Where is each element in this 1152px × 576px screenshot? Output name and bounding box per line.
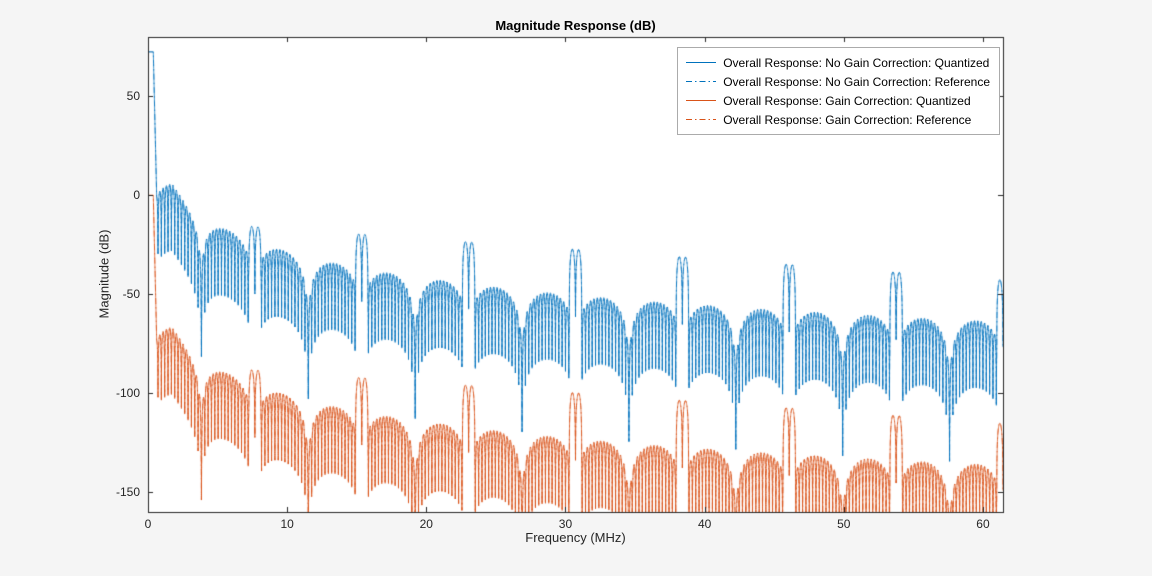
x-tick-label: 10 [280,517,294,531]
x-tick-label: 50 [837,517,851,531]
x-tick-label: 30 [558,517,573,531]
x-tick-label: 0 [144,517,152,531]
x-axis-label: Frequency (MHz) [525,530,626,545]
legend-line-sample-solid [686,99,717,102]
y-axis-label: Magnitude (dB) [96,229,112,319]
legend-item-label: Overall Response: No Gain Correction: Re… [723,74,990,89]
legend-item: Overall Response: Gain Correction: Refer… [686,110,990,129]
legend[interactable]: Overall Response: No Gain Correction: Qu… [677,47,1000,135]
y-tick-label: 50 [126,89,140,104]
legend-item-label: Overall Response: Gain Correction: Refer… [723,112,972,127]
legend-item: Overall Response: Gain Correction: Quant… [686,91,990,110]
legend-line-sample-dash-dot [686,80,717,83]
legend-item: Overall Response: No Gain Correction: Re… [686,72,990,91]
legend-item: Overall Response: No Gain Correction: Qu… [686,53,990,72]
legend-item-label: Overall Response: No Gain Correction: Qu… [723,55,990,70]
x-tick-label: 60 [976,517,990,531]
legend-item-label: Overall Response: Gain Correction: Quant… [723,93,971,108]
y-tick-label: 0 [133,188,140,203]
x-tick-label: 40 [697,517,712,531]
x-tick-label: 20 [419,517,433,531]
legend-line-sample-solid [686,61,717,64]
legend-line-sample-dash-dot [686,118,717,121]
y-tick-label: -50 [122,287,140,302]
plot-title: Magnitude Response (dB) [495,18,656,33]
y-tick-label: -150 [115,485,140,500]
y-tick-label: -100 [115,386,140,401]
